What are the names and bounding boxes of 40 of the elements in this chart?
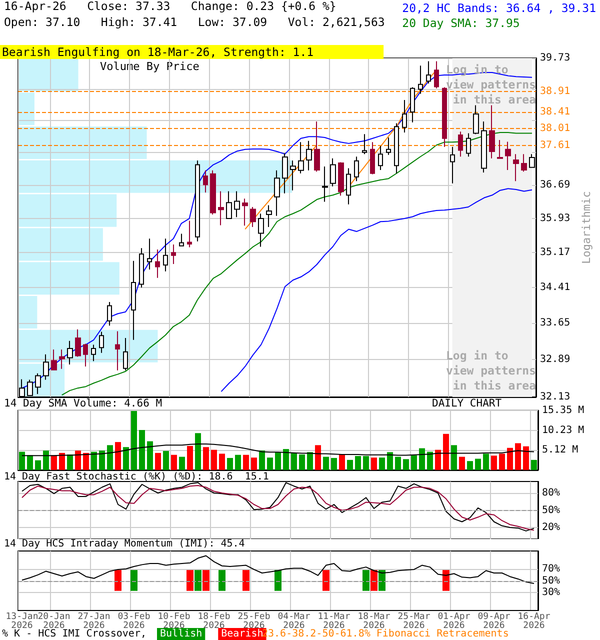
text: 20 Day SMA: 37.95 (402, 16, 520, 30)
y-tick-label: 34.41 (540, 282, 570, 294)
y-tick-label: 5.12 M (542, 444, 578, 456)
y-tick-label: 33.65 (540, 318, 570, 329)
x-tick-label: 03-Feb 2026 (118, 612, 150, 631)
y-axis-title: Logarithmic (580, 191, 593, 264)
text: Bearish (221, 628, 264, 640)
chart-title: Volume By Price (100, 60, 200, 73)
y-tick-label: 32.89 (540, 354, 570, 366)
y-tick-label: 70% (542, 563, 560, 574)
y-tick-label: 50% (542, 575, 560, 586)
text: Bullish (160, 628, 202, 640)
annotation: Bearish Engulfing on 18-Mar-26, Strength: 1.1 (2, 45, 314, 59)
annotation: Log in to view patterns in this area (446, 348, 536, 392)
y-tick-label: 50% (542, 504, 560, 516)
chart-title: 14 Day HCS Intraday Momentum (IMI): 45.4 (4, 538, 245, 550)
ref-line-label: 38.41 (540, 106, 570, 118)
ref-line-label: 37.61 (540, 140, 570, 152)
y-tick-label: 35.93 (540, 213, 570, 224)
y-tick-label: 20% (542, 522, 560, 533)
text: 20,2 HC Bands: 36.64 , 39.31 (402, 1, 596, 15)
x-tick-label: 09-Apr 2026 (478, 612, 511, 631)
ref-line-label: 38.91 (540, 86, 570, 97)
y-tick-label: 30% (542, 587, 560, 598)
ref-line-label: 38.01 (540, 123, 570, 134)
y-tick-label: 35.17 (540, 247, 570, 258)
text: DAILY CHART (432, 398, 502, 410)
x-tick-label: 25-Mar 2026 (398, 612, 431, 631)
x-tick-label: 16-Apr 2026 (518, 612, 551, 631)
chart-title: 14 Day SMA Volume: 4.66 M (4, 397, 162, 410)
y-tick-label: 32.13 (540, 392, 570, 402)
y-tick-label: 36.69 (540, 180, 570, 191)
y-tick-label: 15.35 M (542, 404, 584, 416)
y-tick-label: 10.23 M (542, 424, 584, 436)
chart-title: 16-Apr-26 Close: 37.33 Change: 0.23 {+0.6 %} (4, 0, 336, 13)
y-tick-label: 80% (542, 488, 560, 498)
y-tick-label: 39.73 (540, 52, 570, 64)
chart-subtitle: Open: 37.10 High: 37.41 Low: 37.09 Vol: 2,621,563 (4, 15, 385, 29)
text: % K - HCS IMI Crossover, (2, 628, 146, 640)
chart-title: 14 Day Fast Stochastic (%K) (%D): 18.6 15.1 (4, 472, 269, 482)
